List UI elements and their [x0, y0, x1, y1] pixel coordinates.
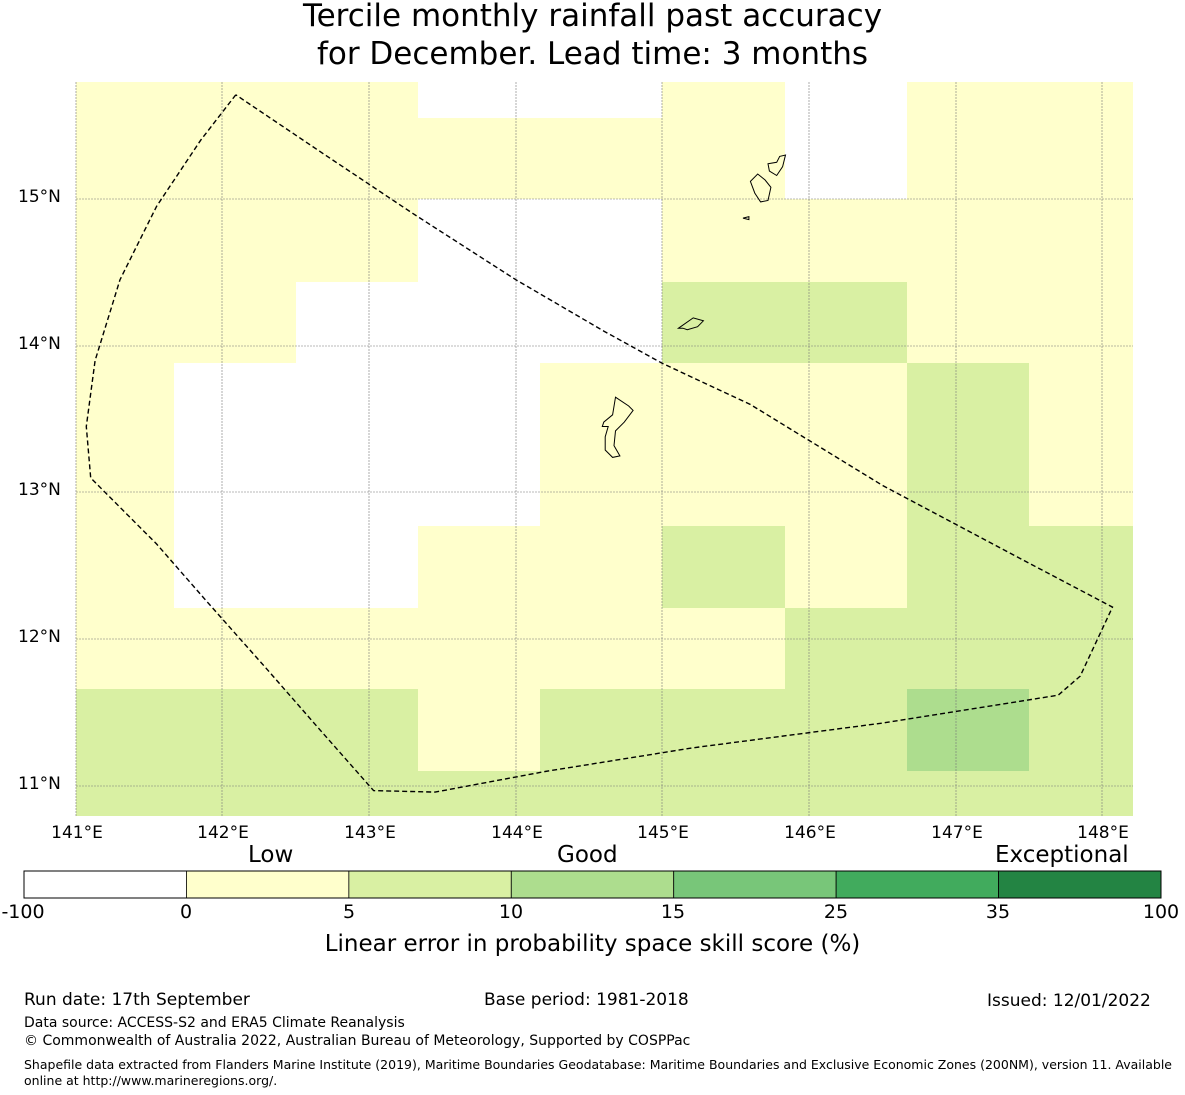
colorbar-tick: 25 [823, 901, 849, 923]
colorbar-tick: 100 [1142, 901, 1180, 923]
colorbar-segment [835, 870, 999, 899]
category-low: Low [248, 842, 294, 868]
copyright: © Commonwealth of Australia 2022, Austra… [24, 1033, 691, 1049]
grid-cell [540, 526, 662, 608]
colorbar-segment [23, 870, 187, 899]
island-coastline [676, 317, 705, 331]
grid-cell [296, 282, 662, 363]
grid-cell [418, 118, 662, 199]
grid-cell [540, 689, 907, 816]
grid-cell [76, 282, 296, 363]
grid-cell [785, 608, 1133, 689]
lat-label-13: 13°N [18, 480, 61, 500]
grid-cell [1029, 689, 1133, 816]
grid-cell [907, 282, 1133, 363]
island-coastline [749, 173, 772, 203]
island-coastline [742, 215, 750, 221]
lon-label-147: 147°E [931, 823, 983, 843]
colorbar-segment [348, 870, 512, 899]
coastlines [601, 154, 787, 458]
lon-label-142: 142°E [197, 823, 249, 843]
lon-label-143: 143°E [344, 823, 396, 843]
category-exceptional: Exceptional [995, 842, 1129, 868]
grid-cell [174, 526, 418, 608]
lat-label-15: 15°N [18, 187, 61, 207]
grid-cell [785, 526, 907, 608]
colorbar-segment [673, 870, 837, 899]
grid-cell [1029, 363, 1133, 526]
grid-cell [76, 363, 174, 608]
grid-cell [907, 689, 1029, 771]
lon-label-146: 146°E [784, 823, 836, 843]
grid-cell [418, 199, 662, 282]
graticule [75, 82, 1133, 816]
grid-cell [540, 363, 907, 526]
grid-cell [418, 771, 540, 816]
colorbar [23, 870, 1162, 899]
colorbar-tick: 0 [179, 901, 193, 923]
shapefile-credit: Shapefile data extracted from Flanders M… [24, 1057, 1172, 1088]
colorbar-tick: 5 [342, 901, 356, 923]
colorbar-tick: 10 [498, 901, 524, 923]
colorbar-segment [510, 870, 675, 899]
lat-label-12: 12°N [18, 627, 61, 647]
run-date: Run date: 17th September [24, 990, 250, 1010]
grid-cell [76, 608, 785, 689]
eez-boundary [85, 94, 1114, 793]
grid-cell [907, 199, 1133, 282]
grid-cell [907, 526, 1133, 608]
base-period: Base period: 1981-2018 [484, 990, 689, 1010]
colorbar-segment [998, 870, 1162, 899]
grid-cell [418, 526, 540, 608]
lon-label-148: 148°E [1077, 823, 1129, 843]
map-title-line2: for December. Lead time: 3 months [316, 36, 869, 72]
colorbar-frame [23, 870, 1162, 899]
lat-label-14: 14°N [18, 334, 61, 354]
lon-label-145: 145°E [637, 823, 689, 843]
grid-cell [76, 82, 418, 199]
colorbar-tick: -100 [1, 901, 45, 923]
colorbar-tick: 35 [985, 901, 1011, 923]
grid-cell [418, 689, 540, 771]
grid-cell [662, 282, 907, 363]
grid-cell [662, 199, 907, 282]
lon-label-141: 141°E [51, 823, 103, 843]
grid-cell [907, 363, 1029, 526]
map-title-line1: Tercile monthly rainfall past accuracy [302, 0, 883, 34]
category-good: Good [557, 842, 618, 868]
grid-cell [907, 82, 1133, 199]
grid-cell [174, 363, 540, 526]
island-coastline [767, 154, 787, 177]
issued-date: Issued: 12/01/2022 [987, 991, 1151, 1011]
grid-cell [76, 199, 418, 282]
grid-cell [907, 771, 1029, 816]
lat-label-11: 11°N [18, 774, 61, 794]
colorbar-tick: 15 [660, 901, 686, 923]
grid-cell [76, 689, 418, 816]
grid-cell [418, 82, 662, 118]
colorbar-title: Linear error in probability space skill … [324, 931, 861, 957]
grid-cell [785, 82, 907, 199]
island-coastline [601, 396, 634, 458]
colorbar-segment [186, 870, 350, 899]
skill-score-grid [76, 82, 1133, 816]
lon-label-144: 144°E [491, 823, 543, 843]
grid-cell [662, 526, 785, 608]
data-source: Data source: ACCESS-S2 and ERA5 Climate … [24, 1015, 405, 1031]
